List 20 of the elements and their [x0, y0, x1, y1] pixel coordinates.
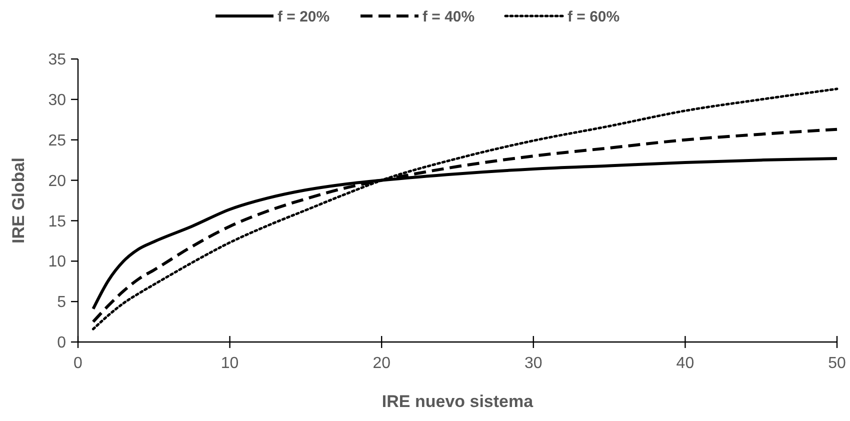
x-axis-title: IRE nuevo sistema [382, 392, 534, 411]
x-tick-label: 0 [74, 355, 83, 372]
y-tick-label: 15 [48, 213, 66, 230]
legend-label: f = 40% [422, 8, 475, 26]
x-tick-label: 50 [828, 355, 846, 372]
y-tick-label: 30 [48, 92, 66, 110]
x-tick-label: 30 [524, 355, 542, 372]
legend-label: f = 20% [278, 8, 330, 26]
y-tick-label: 25 [48, 132, 66, 150]
y-tick-label: 5 [57, 294, 66, 312]
x-tick-label: 40 [676, 355, 694, 372]
line-series [92, 88, 838, 330]
y-tick-label: 20 [48, 172, 66, 190]
y-tick-label: 10 [48, 254, 66, 271]
y-tick-label: 0 [57, 334, 66, 352]
legend-label: f = 60% [568, 8, 620, 26]
y-axis-title: IRE Global [9, 158, 28, 244]
x-tick-label: 20 [372, 355, 391, 372]
y-tick-label: 35 [48, 52, 66, 69]
x-tick-label: 10 [220, 355, 239, 372]
